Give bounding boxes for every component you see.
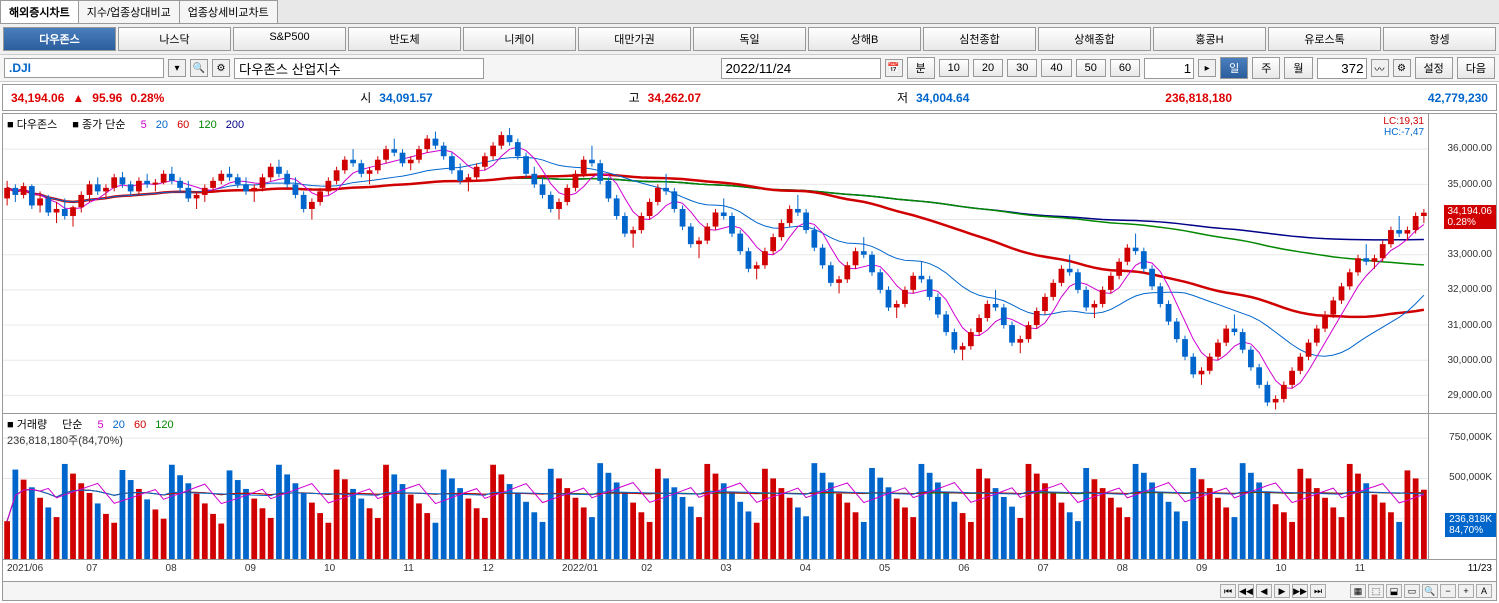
x-axis-right-date: 11/23 (1432, 563, 1492, 574)
period-month-button[interactable]: 월 (1284, 57, 1312, 79)
x-axis: 11/23 2021/060708091011122022/0102030405… (2, 560, 1497, 582)
config-icon[interactable]: ⚙ (212, 59, 230, 77)
index-button-0[interactable]: 다우존스 (3, 27, 116, 51)
zoom-in-icon[interactable]: + (1458, 584, 1474, 598)
index-button-4[interactable]: 니케이 (463, 27, 576, 51)
calendar-icon[interactable]: 📅 (885, 59, 903, 77)
info-open-label: 시 (360, 89, 371, 106)
scroll-next-icon[interactable]: ▶ (1274, 584, 1290, 598)
zoom-icon[interactable]: 🔍 (1422, 584, 1438, 598)
next-button[interactable]: 다음 (1457, 57, 1495, 79)
volume-legend: ■ 거래량 단순 5 20 60 120 236,818,180주(84,70%… (7, 416, 180, 448)
scroll-end-icon[interactable]: ⏭ (1310, 584, 1326, 598)
info-low-label: 저 (897, 89, 908, 106)
info-value: 42,779,230 (1428, 91, 1488, 105)
period-10-button[interactable]: 10 (939, 59, 969, 77)
price-legend: ■ 다우존스 ■ 종가 단순 5 20 60 120 200 (7, 116, 250, 132)
volume-y-axis: 250,000K500,000K750,000K236,818K84,70% (1428, 414, 1496, 559)
info-volume: 236,818,180 (1165, 91, 1232, 105)
scroll-back-icon[interactable]: ◀◀ (1238, 584, 1254, 598)
index-button-12[interactable]: 항셍 (1383, 27, 1496, 51)
tab-overseas-chart[interactable]: 해외증시차트 (0, 0, 79, 23)
info-high-label: 고 (629, 89, 640, 106)
period-week-button[interactable]: 주 (1252, 57, 1280, 79)
tool2-icon[interactable]: ⬚ (1368, 584, 1384, 598)
tab-index-compare[interactable]: 지수/업종상대비교 (78, 0, 180, 23)
up-triangle-icon: ▲ (72, 91, 84, 105)
gear-icon[interactable]: ⚙ (1393, 59, 1411, 77)
period-num-field[interactable] (1144, 58, 1194, 79)
scroll-fwd-icon[interactable]: ▶▶ (1292, 584, 1308, 598)
date-field[interactable] (721, 58, 881, 79)
period-30-button[interactable]: 30 (1007, 59, 1037, 77)
scroll-start-icon[interactable]: ⏮ (1220, 584, 1236, 598)
info-low: 34,004.64 (916, 91, 969, 105)
index-button-7[interactable]: 상해B (808, 27, 921, 51)
index-button-9[interactable]: 상해종합 (1038, 27, 1151, 51)
index-button-11[interactable]: 유로스톡 (1268, 27, 1381, 51)
info-change: 95.96 (92, 91, 122, 105)
zoom-out-icon[interactable]: − (1440, 584, 1456, 598)
index-button-2[interactable]: S&P500 (233, 27, 346, 51)
spinner-icon[interactable]: ▸ (1198, 59, 1216, 77)
period-60-button[interactable]: 60 (1110, 59, 1140, 77)
top-tabs: 해외증시차트 지수/업종상대비교 업종상세비교차트 (0, 0, 1499, 24)
auto-icon[interactable]: A (1476, 584, 1492, 598)
index-button-6[interactable]: 독일 (693, 27, 806, 51)
tool3-icon[interactable]: ⬓ (1386, 584, 1402, 598)
info-bar: 34,194.06 ▲ 95.96 0.28% 시 34,091.57 고 34… (2, 84, 1497, 111)
footer-bar: ⏮ ◀◀ ◀ ▶ ▶▶ ⏭ ▦ ⬚ ⬓ ▭ 🔍 − + A (2, 582, 1497, 601)
count-field[interactable] (1317, 58, 1367, 79)
volume-chart[interactable]: ■ 거래량 단순 5 20 60 120 236,818,180주(84,70%… (3, 414, 1496, 559)
ticker-input[interactable] (4, 58, 164, 78)
index-button-8[interactable]: 심천종합 (923, 27, 1036, 51)
dropdown-icon[interactable]: ▾ (168, 59, 186, 77)
index-button-1[interactable]: 나스닥 (118, 27, 231, 51)
index-button-5[interactable]: 대만가권 (578, 27, 691, 51)
index-button-10[interactable]: 홍콩H (1153, 27, 1266, 51)
tab-sector-detail[interactable]: 업종상세비교차트 (179, 0, 278, 23)
period-20-button[interactable]: 20 (973, 59, 1003, 77)
period-min-button[interactable]: 분 (907, 57, 935, 79)
period-day-button[interactable]: 일 (1220, 57, 1248, 79)
info-price: 34,194.06 (11, 91, 64, 105)
price-y-axis: 29,000.0030,000.0031,000.0032,000.0033,0… (1428, 114, 1496, 413)
toolbar: ▾ 🔍 ⚙ 📅 분 10 20 30 40 50 60 ▸ 일 주 월 〰 ⚙ … (0, 55, 1499, 82)
info-change-pct: 0.28% (130, 91, 164, 105)
chart-style-icon[interactable]: 〰 (1371, 59, 1389, 77)
period-50-button[interactable]: 50 (1076, 59, 1106, 77)
volume-plot-area (3, 414, 1428, 559)
price-chart[interactable]: ■ 다우존스 ■ 종가 단순 5 20 60 120 200 LC:19,31 … (3, 114, 1496, 414)
search-icon[interactable]: 🔍 (190, 59, 208, 77)
info-open: 34,091.57 (379, 91, 432, 105)
info-high: 34,262.07 (648, 91, 701, 105)
tool4-icon[interactable]: ▭ (1404, 584, 1420, 598)
chart-container: ■ 다우존스 ■ 종가 단순 5 20 60 120 200 LC:19,31 … (2, 113, 1497, 560)
tool1-icon[interactable]: ▦ (1350, 584, 1366, 598)
index-button-row: 다우존스나스닥S&P500반도체니케이대만가권독일상해B심천종합상해종합홍콩H유… (0, 24, 1499, 55)
ticker-name-field (234, 58, 484, 79)
scroll-prev-icon[interactable]: ◀ (1256, 584, 1272, 598)
index-button-3[interactable]: 반도체 (348, 27, 461, 51)
price-plot-area (3, 114, 1428, 413)
period-40-button[interactable]: 40 (1041, 59, 1071, 77)
settings-button[interactable]: 설정 (1415, 57, 1453, 79)
